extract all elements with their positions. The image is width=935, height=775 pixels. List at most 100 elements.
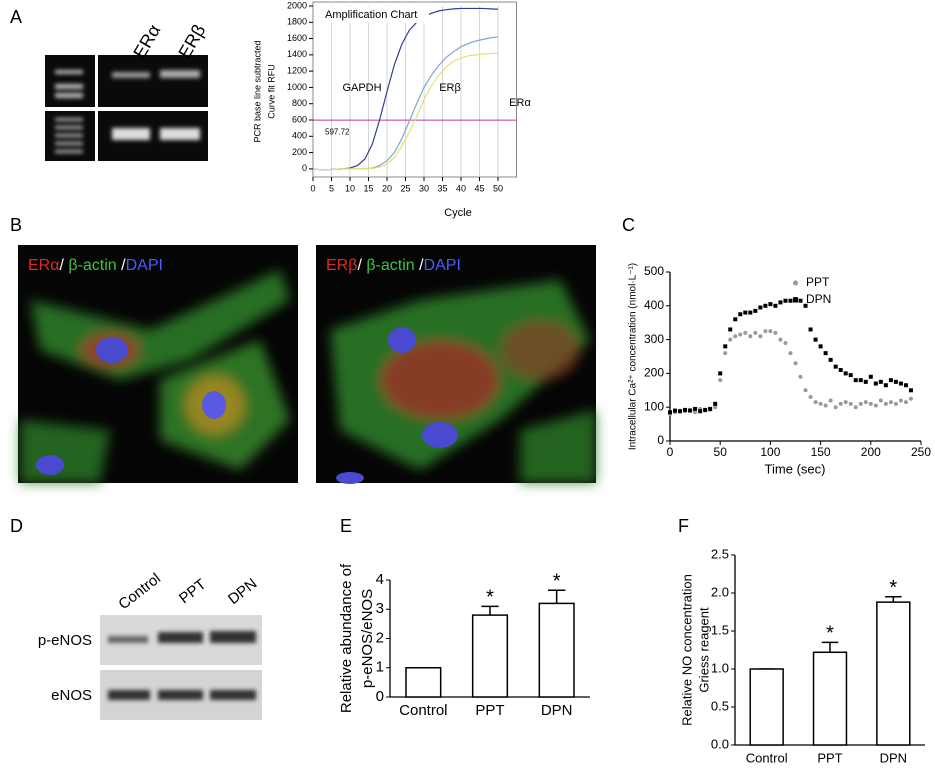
data-point (758, 334, 763, 339)
data-point (893, 379, 898, 384)
y-tick-label: 2000 (287, 0, 307, 10)
y-tick-label: 800 (292, 98, 307, 108)
data-point (903, 383, 908, 388)
data-point (723, 344, 728, 349)
y-tick-label: 1800 (287, 17, 307, 27)
legend-label: PPT (806, 275, 830, 289)
data-point (683, 407, 688, 412)
x-tick-label: 100 (760, 445, 780, 459)
y-tick-label: 0 (302, 163, 307, 173)
x-tick-label: 15 (363, 183, 373, 193)
y-tick-label: 2.0 (711, 584, 729, 599)
data-point (848, 401, 853, 406)
y-tick-label: 1.5 (711, 622, 729, 637)
data-point (808, 327, 813, 332)
x-tick-label: 150 (811, 445, 831, 459)
y-axis-label: Intracellular Ca²⁺ concentration (nmol·L… (628, 263, 639, 450)
x-tick-label: 30 (419, 183, 429, 193)
data-point (818, 344, 823, 349)
annotation: GAPDH (342, 82, 381, 94)
y-tick-label: 0 (657, 433, 664, 447)
annotation: ERβ (439, 82, 461, 94)
stain-label-part: / (357, 257, 366, 274)
data-point (803, 388, 808, 393)
y-axis-label: Relative abundance of (338, 563, 355, 713)
western-blot (100, 615, 262, 720)
data-point (868, 401, 873, 406)
data-point (728, 327, 733, 332)
data-point (713, 401, 718, 406)
annotation: ERα (509, 97, 531, 109)
significance-mark: * (486, 587, 494, 609)
data-point (878, 379, 883, 384)
stain-label-part: β-actin (68, 257, 116, 274)
blot-lane-label: DPN (225, 575, 260, 608)
y-tick-label: 1200 (287, 66, 307, 76)
data-point (858, 401, 863, 406)
data-point (778, 337, 783, 342)
panel-label: D (10, 516, 23, 536)
x-tick-label: DPN (541, 702, 573, 719)
data-point (773, 330, 778, 335)
data-point (833, 364, 838, 369)
gel (45, 55, 208, 161)
x-tick-label: PPT (817, 750, 842, 765)
data-point (788, 351, 793, 356)
data-point (693, 406, 698, 411)
y-tick-label: 400 (644, 298, 664, 312)
data-point (678, 409, 683, 414)
bar (405, 667, 442, 698)
data-point (763, 329, 768, 334)
data-point (893, 401, 898, 406)
y-tick-label: 4 (376, 571, 384, 588)
data-point (863, 379, 868, 384)
data-point (738, 332, 743, 337)
data-point (763, 303, 768, 308)
blot-row-label: p-eNOS (38, 632, 92, 649)
data-point (838, 401, 843, 406)
data-point (853, 405, 858, 410)
y-axis-label: Griess reagent (696, 607, 711, 693)
y-axis-label: p-eNOS/eNOS (359, 589, 376, 688)
data-point (693, 410, 698, 415)
y-tick-label: 400 (292, 131, 307, 141)
x-tick-label: 0 (667, 445, 674, 459)
data-point (863, 400, 868, 405)
data-point (708, 406, 713, 411)
y-tick-label: 0.0 (711, 736, 729, 751)
y-tick-label: 1000 (287, 82, 307, 92)
stain-label-part: ERβ (326, 257, 357, 274)
y-tick-label: 200 (644, 366, 664, 380)
data-point (883, 401, 888, 406)
significance-mark: * (553, 571, 561, 593)
x-tick-label: Control (746, 750, 788, 765)
y-tick-label: 1.0 (711, 660, 729, 675)
data-point (848, 373, 853, 378)
data-point (828, 398, 833, 403)
data-point (838, 368, 843, 373)
microscopy-image (316, 245, 596, 484)
y-axis-label: Curve fit RFU (266, 64, 276, 119)
y-tick-label: 1400 (287, 49, 307, 59)
data-point (738, 312, 743, 317)
y-tick-label: 500 (644, 264, 664, 278)
blot-lane-label: PPT (176, 576, 209, 607)
data-point (798, 374, 803, 379)
stain-label-part: ERα (28, 257, 59, 274)
data-point (748, 334, 753, 339)
data-point (788, 298, 793, 303)
y-tick-label: 600 (292, 114, 307, 124)
data-point (878, 398, 883, 403)
data-point (803, 303, 808, 308)
panel-label: E (340, 516, 352, 536)
bar (876, 601, 911, 746)
x-tick-label: 40 (456, 183, 466, 193)
y-tick-label: 2.5 (711, 546, 729, 561)
data-point (828, 357, 833, 362)
y-tick-label: 3 (376, 600, 384, 617)
data-point (908, 396, 913, 401)
x-tick-label: 50 (493, 183, 503, 193)
bar (471, 614, 509, 698)
annotation: Amplification Chart (325, 9, 417, 21)
